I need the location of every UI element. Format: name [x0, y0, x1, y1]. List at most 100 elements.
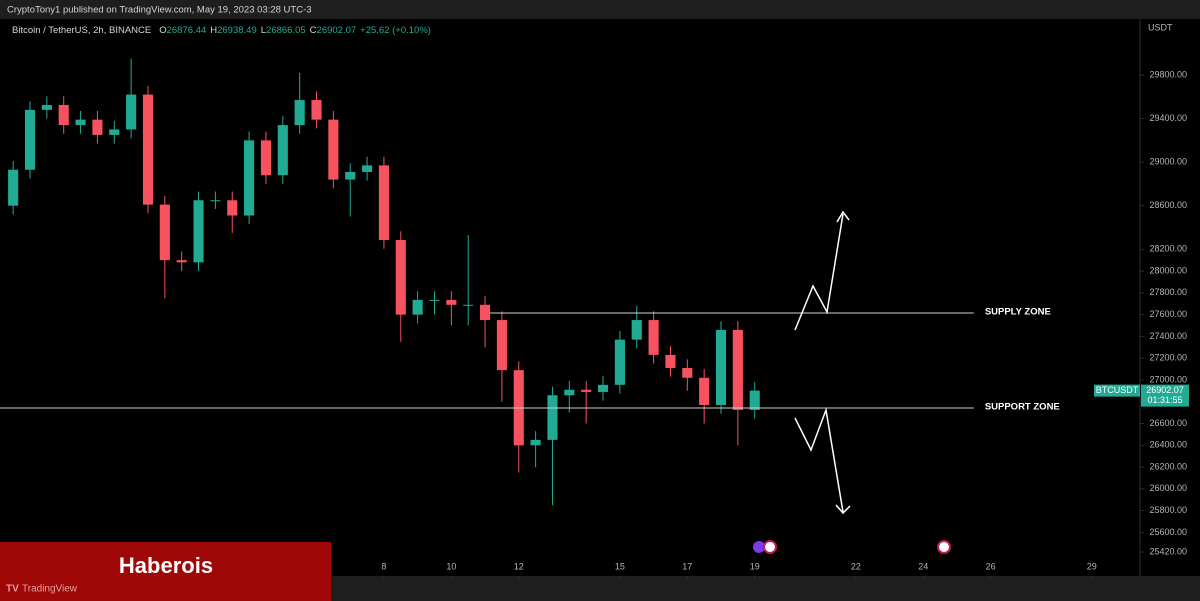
- candle-body: [176, 260, 187, 263]
- plot: Bitcoin / TetherUS, 2h, BINANCE O26876.44…: [0, 25, 1187, 579]
- candle-body: [58, 104, 69, 126]
- logo-icon: TV: [6, 584, 19, 595]
- watermark-logo: TradingView: [22, 584, 78, 595]
- candle-body: [530, 439, 541, 446]
- symbol-tag-label: BTCUSDT: [1096, 385, 1139, 395]
- candle-body: [109, 129, 120, 135]
- candle-body: [631, 320, 642, 340]
- candle-body: [614, 339, 625, 385]
- candle-body: [260, 140, 272, 176]
- candle-body: [294, 100, 305, 126]
- symbol: Bitcoin / TetherUS, 2h, BINANCE: [12, 25, 151, 36]
- candle-body: [446, 299, 457, 305]
- candle-body: [24, 109, 36, 170]
- candle-body: [75, 119, 86, 126]
- legend-prefix: H: [210, 25, 217, 36]
- ohlc-legend: Bitcoin / TetherUS, 2h, BINANCE O26876.44…: [12, 25, 431, 36]
- y-tick-label: 28600.00: [1149, 200, 1187, 210]
- legend-prefix: O: [159, 25, 166, 36]
- candle-body: [732, 329, 743, 410]
- x-tick-label: 19: [750, 561, 760, 571]
- x-tick-label: 15: [615, 561, 625, 571]
- y-tick-label: 26000.00: [1149, 483, 1187, 493]
- legend-prefix: C: [310, 25, 317, 36]
- candle-body: [142, 94, 154, 205]
- candle-body: [395, 240, 406, 315]
- x-tick-label: 29: [1087, 561, 1097, 571]
- candle-body: [749, 390, 760, 410]
- candle-body: [92, 119, 103, 135]
- candle-body: [429, 299, 440, 301]
- arrows: [794, 210, 851, 515]
- y-tick-label: 28200.00: [1149, 244, 1187, 254]
- candle-body: [699, 377, 710, 406]
- y-tick-label: 26600.00: [1149, 418, 1187, 428]
- y-tick-label: 26200.00: [1149, 461, 1187, 471]
- legend-value: 26938.49: [217, 25, 257, 36]
- zone-label: SUPPLY ZONE: [985, 306, 1051, 317]
- candle-body: [210, 200, 221, 202]
- currency: USDT: [1148, 22, 1173, 32]
- zone-label: SUPPORT ZONE: [985, 402, 1060, 413]
- candle-body: [463, 304, 474, 306]
- candle-body: [581, 389, 592, 392]
- y-tick-label: 29000.00: [1149, 157, 1187, 167]
- candle-body: [682, 367, 693, 378]
- candle-body: [277, 125, 288, 176]
- y-tick-label: 27000.00: [1149, 374, 1187, 384]
- x-tick-label: 26: [986, 561, 996, 571]
- publisher: CryptoTony1 published on TradingView.com…: [7, 5, 312, 16]
- x-tick-label: 24: [918, 561, 928, 571]
- legend-value: 26866.05: [266, 25, 306, 36]
- candle-body: [648, 320, 659, 355]
- candle-body: [480, 304, 491, 321]
- x-tick-label: 8: [381, 561, 386, 571]
- candle-body: [665, 354, 676, 368]
- candle-body: [193, 200, 204, 263]
- change: +25.62 (+0.10%): [360, 25, 431, 36]
- legend-value: 26902.07: [317, 25, 357, 36]
- price-tag: [1141, 384, 1189, 407]
- y-tick-label: 29400.00: [1149, 113, 1187, 123]
- x-tick-label: 12: [514, 561, 524, 571]
- y-tick-label: 25420.00: [1149, 546, 1187, 556]
- candle-body: [244, 140, 255, 216]
- event-icon: [763, 540, 777, 554]
- down-arrow-head: [835, 504, 851, 515]
- y-tick-label: 26400.00: [1149, 440, 1187, 450]
- y-tick-label: 27400.00: [1149, 331, 1187, 341]
- header-bar: [0, 0, 1200, 19]
- up-arrow: [794, 213, 844, 331]
- y-tick-label: 28000.00: [1149, 265, 1187, 275]
- candle-body: [311, 100, 322, 120]
- candle-body: [41, 104, 52, 110]
- down-arrow: [794, 407, 844, 513]
- event-icons: [753, 540, 951, 554]
- y-tick-label: 27800.00: [1149, 287, 1187, 297]
- candle-body: [412, 299, 423, 315]
- candle-body: [496, 320, 507, 371]
- y-tick-label: 25800.00: [1149, 505, 1187, 515]
- candle-body: [328, 119, 339, 180]
- symbol-tag: [1094, 384, 1140, 397]
- y-tick-label: 25600.00: [1149, 527, 1187, 537]
- candle-body: [159, 204, 170, 261]
- y-tick-label: 29800.00: [1149, 69, 1187, 79]
- candle-body: [126, 94, 137, 130]
- candle-body: [345, 171, 356, 180]
- candle-body: [715, 329, 727, 406]
- x-tick-label: 10: [446, 561, 456, 571]
- legend-prefix: L: [261, 25, 266, 36]
- candle-body: [597, 384, 609, 392]
- y-tick-label: 27200.00: [1149, 353, 1187, 363]
- up-arrow-head: [836, 210, 850, 223]
- countdown: 01:31:55: [1147, 395, 1182, 405]
- y-tick-label: 27600.00: [1149, 309, 1187, 319]
- candle-body: [362, 165, 373, 172]
- legend-value: 26876.44: [167, 25, 207, 36]
- event-icon: [753, 541, 765, 553]
- watermark-brand: Haberois: [119, 553, 213, 578]
- candle-body: [8, 169, 19, 206]
